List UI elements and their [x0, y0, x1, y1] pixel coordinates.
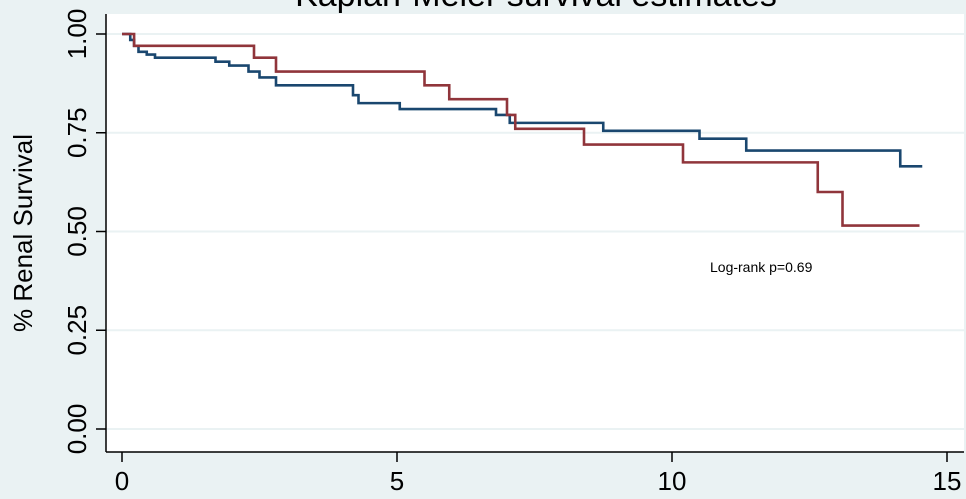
x-tick-label-2: 10: [658, 466, 687, 496]
survival-curve-2: [122, 32, 920, 227]
log-rank-annotation: Log-rank p=0.69: [710, 259, 813, 275]
survival-curves: [122, 32, 923, 227]
x-tick-label-1: 5: [390, 466, 404, 496]
y-tick-label-0: 0.00: [62, 404, 92, 455]
chart-title: Kaplan-Meier survival estimates: [295, 0, 777, 14]
y-tick-label-3: 0.75: [62, 107, 92, 158]
x-tick-label-0: 0: [115, 466, 129, 496]
plot-area: [106, 14, 964, 452]
y-axis-label: % Renal Survival: [8, 134, 38, 332]
gridlines: [106, 33, 964, 430]
y-tick-label-4: 1.00: [62, 9, 92, 60]
axes: 0.00 0.25 0.50 0.75 1.00 0 5 10 15: [62, 9, 964, 496]
x-tick-label-3: 15: [933, 466, 962, 496]
y-tick-label-2: 0.50: [62, 206, 92, 257]
y-tick-label-1: 0.25: [62, 305, 92, 356]
survival-curve-1: [122, 32, 923, 168]
